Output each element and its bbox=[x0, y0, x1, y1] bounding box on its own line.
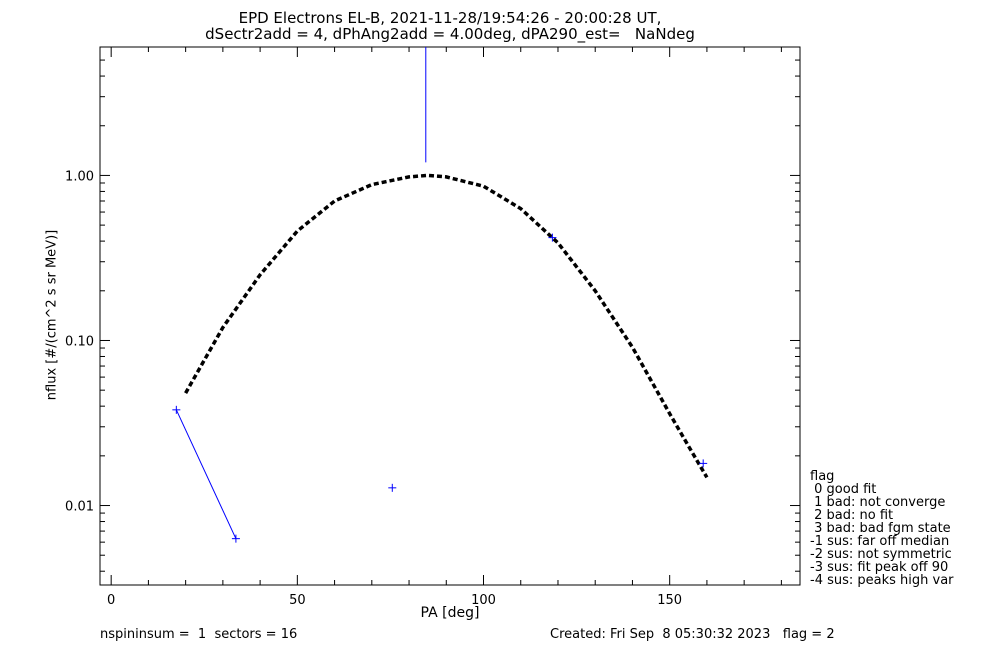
chart-title-line2: dSectr2add = 4, dPhAng2add = 4.00deg, dP… bbox=[205, 25, 695, 43]
x-tick-label: 0 bbox=[107, 593, 115, 608]
y-tick-label: 0.10 bbox=[65, 334, 94, 349]
x-tick-label: 100 bbox=[471, 593, 496, 608]
chart-title-line1: EPD Electrons EL-B, 2021-11-28/19:54:26 … bbox=[238, 9, 662, 27]
data-point bbox=[231, 534, 240, 543]
x-tick-label: 50 bbox=[289, 593, 306, 608]
data-point bbox=[388, 483, 397, 492]
footer-created: Created: Fri Sep 8 05:30:32 2023 flag = … bbox=[550, 627, 835, 642]
plot-frame bbox=[99, 46, 801, 586]
legend-item: -1 sus: far off median bbox=[810, 534, 950, 549]
footer-info: nspininsum = 1 sectors = 16 bbox=[100, 627, 298, 642]
legend-item: -4 sus: peaks high var bbox=[810, 573, 954, 588]
data-connector-line bbox=[175, 409, 237, 539]
legend-item: -3 sus: fit peak off 90 bbox=[810, 560, 949, 575]
axis-ticks: 0 50 100 150 0.01 0.10 1.00 bbox=[65, 46, 800, 608]
legend-item: -2 sus: not symmetric bbox=[810, 547, 952, 562]
data-series bbox=[172, 47, 708, 543]
legend-item: 1 bad: not converge bbox=[810, 495, 946, 510]
y-tick-label: 1.00 bbox=[65, 169, 94, 184]
data-point bbox=[548, 233, 557, 242]
legend-item: 2 bad: no fit bbox=[810, 508, 894, 523]
data-point bbox=[172, 405, 181, 414]
fit-curve bbox=[184, 173, 709, 479]
legend-title: flag bbox=[810, 469, 835, 484]
fit-curve-line bbox=[184, 173, 709, 479]
y-axis-label: nflux [#/(cm^2 s sr MeV)] bbox=[44, 229, 60, 401]
legend-item: 0 good fit bbox=[810, 482, 877, 497]
y-tick-label: 0.01 bbox=[65, 500, 94, 515]
legend-item: 3 bad: bad fgm state bbox=[810, 521, 951, 536]
x-tick-label: 150 bbox=[657, 593, 682, 608]
flag-legend: flag 0 good fit 1 bad: not converge 2 ba… bbox=[810, 470, 954, 587]
data-point bbox=[699, 459, 708, 468]
x-axis-label: PA [deg] bbox=[420, 605, 480, 621]
